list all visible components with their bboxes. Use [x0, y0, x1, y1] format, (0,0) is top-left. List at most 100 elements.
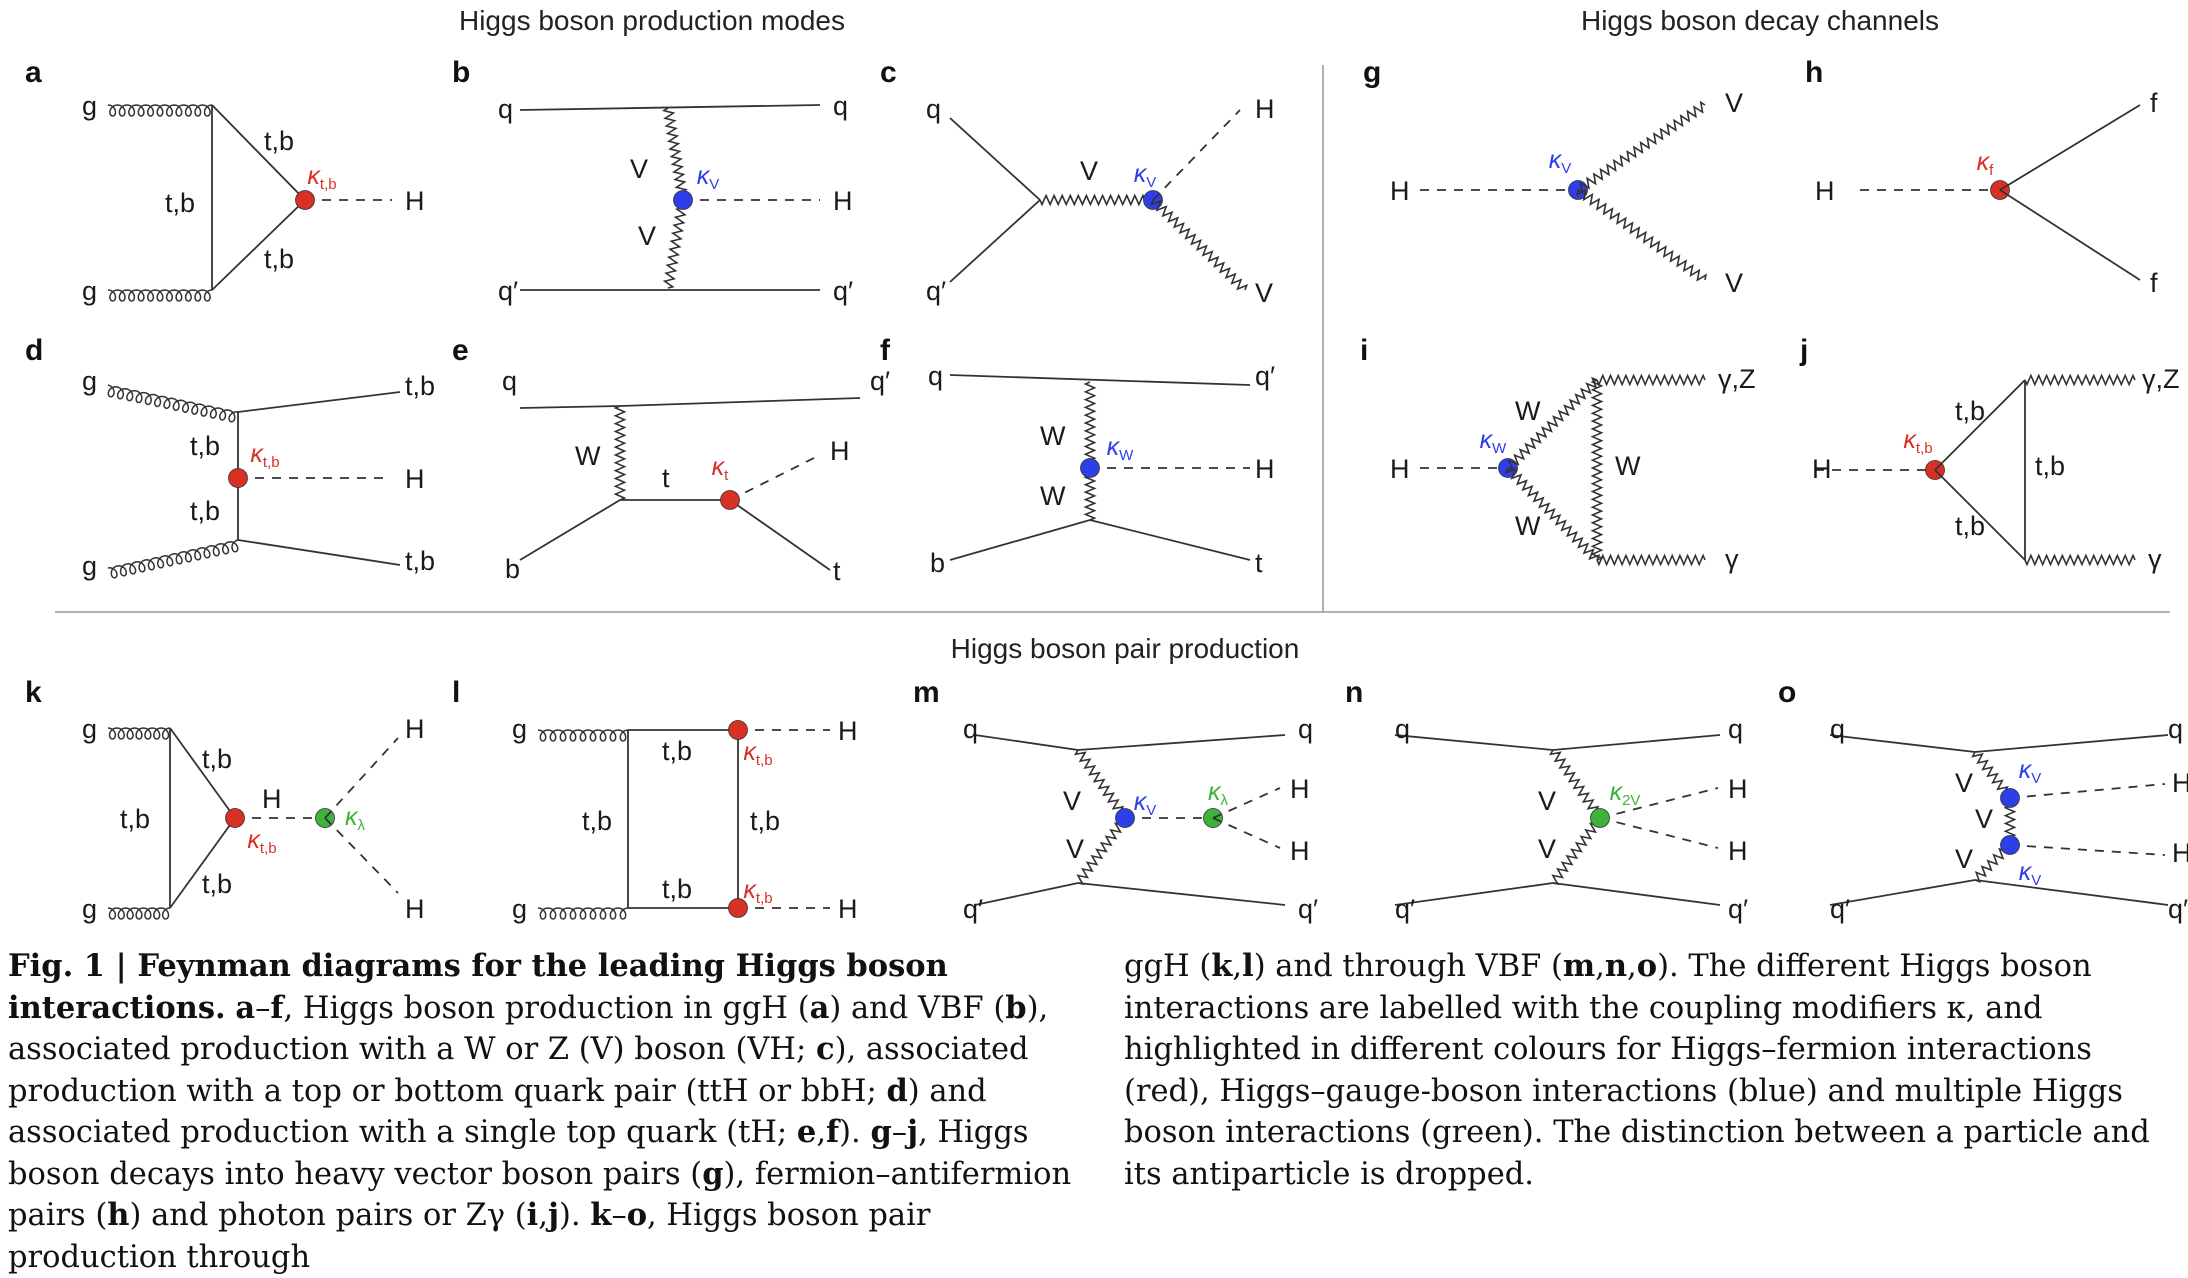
vertex-dot [1115, 808, 1135, 828]
particle-label: W [575, 441, 601, 471]
vertex-dot [2000, 788, 2020, 808]
boson-wavy-line [1548, 749, 1605, 819]
feynman-diagram-figure: Higgs boson production modes Higgs boson… [25, 5, 2188, 924]
caption-segment: , [816, 1115, 827, 1150]
particle-label: q [1395, 714, 1410, 744]
fermion-line [1999, 189, 2141, 281]
particle-label: g [82, 91, 97, 121]
particle-label: H [1290, 774, 1310, 804]
coupling-label: κ2V [1610, 778, 1641, 809]
boson-wavy-line [662, 199, 689, 289]
panel-c: cq q′ V κV H V [880, 56, 1275, 308]
particle-label: t [1255, 548, 1263, 578]
coupling-label: κt,b [743, 876, 772, 907]
higgs-line [1152, 109, 1241, 201]
boson-wavy-line [1149, 199, 1249, 291]
caption-segment: f [826, 1114, 840, 1150]
caption-left-paragraph: Fig. 1 | Feynman diagrams for the leadin… [8, 946, 1093, 1278]
particle-label: t,b [190, 431, 220, 461]
higgs-line [2009, 844, 2166, 856]
coupling-label: κV [697, 162, 720, 193]
boson-wavy-line [1504, 467, 1601, 561]
particle-label: t,b [1955, 511, 1985, 541]
fermion-line [1934, 379, 2026, 471]
fermion-line [211, 104, 306, 201]
coupling-label: κV [2019, 858, 2042, 889]
particle-label: g [512, 894, 527, 924]
panel-label: k [25, 676, 42, 709]
caption-segment: j [547, 1197, 559, 1233]
caption-segment: ggH ( [1124, 949, 1212, 984]
caption-left-column: Fig. 1 | Feynman diagrams for the leadin… [8, 946, 1093, 1278]
particle-label: t,b [202, 869, 232, 899]
caption-segment: i [526, 1197, 539, 1233]
panel-label: b [452, 56, 470, 89]
particle-label: V [630, 154, 648, 184]
caption-segment: – [611, 1198, 627, 1233]
boson-wavy-line [1076, 815, 1127, 886]
vertex-dot [720, 490, 740, 510]
gluon-line [107, 384, 239, 423]
particle-label: H [1255, 94, 1275, 124]
higgs-line [1599, 817, 1719, 849]
particle-label: H [1255, 454, 1275, 484]
particle-label: W [1040, 421, 1066, 451]
particle-label: q [1830, 714, 1845, 744]
fermion-line [1934, 469, 2026, 561]
caption-segment: a [809, 989, 830, 1026]
boson-wavy-line [2024, 553, 2136, 567]
particle-label: H [1728, 836, 1748, 866]
particle-label: t,b [582, 806, 612, 836]
coupling-label: κV [1549, 146, 1572, 177]
particle-label: t,b [120, 804, 150, 834]
coupling-label: κt,b [247, 826, 276, 857]
coupling-label: κW [1107, 433, 1135, 464]
caption-segment: , [538, 1198, 548, 1233]
boson-wavy-line [661, 107, 690, 201]
coupling-label: κλ [1208, 778, 1229, 809]
caption-segment: g [702, 1155, 724, 1192]
caption-segment: l [1242, 948, 1254, 984]
vertex-dot [225, 808, 245, 828]
boson-wavy-line [1551, 815, 1602, 886]
particle-label: t,b [190, 496, 220, 526]
caption-segment: b [1005, 989, 1027, 1026]
caption-segment: ), associated production with a top or b… [8, 1032, 1029, 1109]
boson-wavy-line [1083, 381, 1097, 469]
particle-label: t,b [662, 736, 692, 766]
particle-label: V [1066, 834, 1084, 864]
higgs-line [324, 737, 399, 819]
fermion-line [169, 727, 236, 819]
panel-a: a g g t,b t,b t,b κt,b H [25, 56, 425, 306]
particle-label: g [82, 894, 97, 924]
particle-label: q [1298, 714, 1313, 744]
particle-label: t,b [405, 371, 435, 401]
caption-segment: j [907, 1114, 919, 1150]
caption-segment: ). [839, 1115, 871, 1150]
particle-label: g [82, 276, 97, 306]
particle-label: q [502, 366, 517, 396]
caption-segment: m [1562, 948, 1596, 984]
caption-title: Fig. 1 | Feynman diagrams for the leadin… [8, 948, 948, 1026]
particle-label: t,b [264, 126, 294, 156]
particle-label: V [1955, 768, 1973, 798]
caption-segment: – [891, 1115, 908, 1150]
caption-segment: , Higgs boson decays into heavy vector b… [8, 1115, 1029, 1192]
particle-label: q′ [1298, 894, 1318, 924]
panel-k: k g g t,b t,b t,b Hκt,b κλ H H [25, 676, 425, 924]
particle-label: γ,Z [2142, 364, 2180, 394]
particle-label: t,b [165, 188, 195, 218]
vertex-dot [2000, 835, 2020, 855]
particle-label: q [928, 361, 943, 391]
caption-right-paragraph: ggH (k,l) and through VBF (m,n,o). The d… [1124, 946, 2186, 1195]
particle-label: q′ [498, 276, 518, 306]
panel-label: g [1363, 56, 1381, 89]
particle-label: q [498, 94, 513, 124]
fermion-line [949, 374, 1251, 386]
boson-wavy-line [1575, 188, 1708, 282]
